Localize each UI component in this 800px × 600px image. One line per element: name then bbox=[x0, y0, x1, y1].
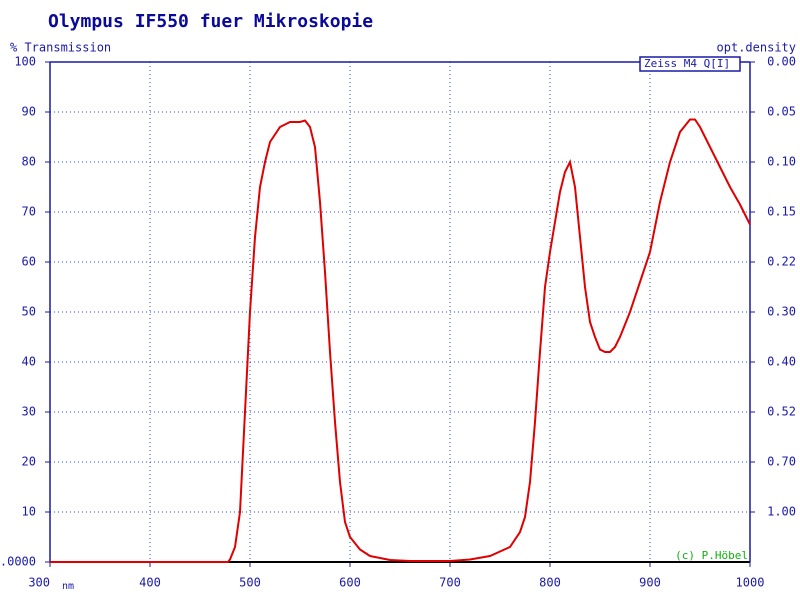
x-tick-label: 500 bbox=[239, 576, 261, 590]
y2-tick-label: 0.40 bbox=[767, 355, 796, 369]
chart-title: Olympus IF550 fuer Mikroskopie bbox=[48, 11, 373, 32]
x-axis-label: nm bbox=[62, 581, 74, 592]
y-tick-label: 30 bbox=[22, 405, 36, 419]
y2-tick-label: 0.10 bbox=[767, 155, 796, 169]
y-tick-label: 100 bbox=[14, 55, 36, 69]
x-tick-label: 300 bbox=[28, 576, 50, 590]
y-tick-label: 60 bbox=[22, 255, 36, 269]
legend-label: Zeiss M4 Q[I] bbox=[644, 57, 730, 70]
x-tick-label: 700 bbox=[439, 576, 461, 590]
y2-tick-label: 1.00 bbox=[767, 505, 796, 519]
y-tick-label: 40 bbox=[22, 355, 36, 369]
y2-tick-label: 0.05 bbox=[767, 105, 796, 119]
legend-box bbox=[639, 56, 741, 72]
credit: (c) P.Höbel bbox=[675, 549, 748, 562]
x-tick-label: 400 bbox=[139, 576, 161, 590]
y2-tick-label: 0.22 bbox=[767, 255, 796, 269]
y2-tick-label: 0.00 bbox=[767, 55, 796, 69]
y2-tick-label: 0.30 bbox=[767, 305, 796, 319]
x-tick-label: 1000 bbox=[736, 576, 765, 590]
y-tick-label: 10 bbox=[22, 505, 36, 519]
y-tick-label: 70 bbox=[22, 205, 36, 219]
y-tick-label: 20 bbox=[22, 455, 36, 469]
y2-tick-label: 0.70 bbox=[767, 455, 796, 469]
y2-axis-label: opt.density bbox=[717, 41, 796, 55]
y-tick-label: 90 bbox=[22, 105, 36, 119]
y-axis-label: % Transmission bbox=[10, 41, 111, 55]
x-tick-label: 600 bbox=[339, 576, 361, 590]
y2-tick-label: 0.52 bbox=[767, 405, 796, 419]
y2-tick-label: 0.15 bbox=[767, 205, 796, 219]
y-tick-label: 80 bbox=[22, 155, 36, 169]
x-tick-label: 900 bbox=[639, 576, 661, 590]
series-line bbox=[50, 118, 751, 563]
x-tick-label: 800 bbox=[539, 576, 561, 590]
y-tick-label: 0.0000 bbox=[0, 555, 36, 569]
y-tick-label: 50 bbox=[22, 305, 36, 319]
